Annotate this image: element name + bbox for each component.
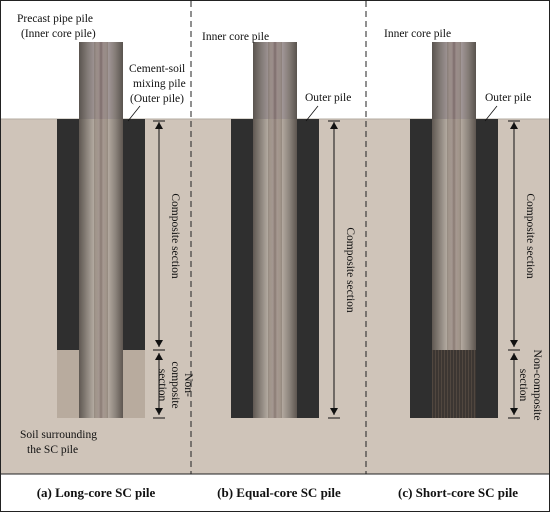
label-cement-soil: Cement-soil [129, 63, 185, 75]
leader-outer-a [127, 105, 141, 122]
label-precast-pipe-pile: Precast pipe pile [17, 13, 93, 25]
caption-b: (b) Equal-core SC pile [217, 485, 341, 500]
label-soil-1: Soil surrounding [20, 429, 97, 441]
label-noncomposite-a-2: composite [169, 361, 181, 408]
caption-strip [1, 474, 549, 510]
label-inner-core-pile-c: Inner core pile [384, 28, 451, 40]
caption-a: (a) Long-core SC pile [37, 485, 156, 500]
label-inner-core-pile-a: (Inner core pile) [21, 28, 96, 40]
label-composite-b: Composite section [344, 227, 356, 313]
caption-c: (c) Short-core SC pile [398, 485, 518, 500]
label-soil-2: the SC pile [27, 444, 78, 456]
label-inner-core-pile-b: Inner core pile [202, 31, 269, 43]
label-outer-pile-b: Outer pile [305, 92, 351, 104]
label-composite-a: Composite section [169, 193, 181, 279]
label-outer-pile-c: Outer pile [485, 92, 531, 104]
label-noncomposite-a-1: Non- [182, 373, 194, 397]
non-composite-core-c [432, 350, 476, 418]
label-mixing-pile: mixing pile [133, 78, 186, 90]
label-outer-pile-a: (Outer pile) [130, 93, 184, 105]
panel-short-core: Composite section Non-composite section … [384, 28, 543, 420]
label-composite-c: Composite section [524, 193, 536, 279]
label-noncomposite-c-1: Non-composite [531, 350, 543, 421]
label-noncomposite-a-3: section [156, 369, 168, 402]
inner-core-hollow-b [268, 42, 282, 418]
leader-outer-c [484, 105, 498, 122]
inner-core-hollow-a [94, 42, 108, 418]
panel-equal-core: Composite section Inner core pile Outer … [202, 31, 356, 419]
panel-long-core: Composite section Non- composite section… [17, 13, 194, 456]
leader-outer-b [305, 105, 319, 122]
inner-core-hollow-c [447, 42, 461, 350]
label-noncomposite-c-2: section [517, 369, 529, 402]
